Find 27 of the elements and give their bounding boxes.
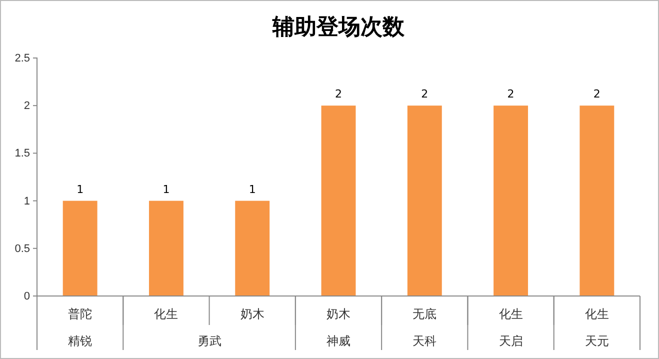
text: 神威: [326, 334, 350, 348]
x-tick-label: 奶木: [326, 307, 350, 321]
text: 精锐: [68, 334, 92, 348]
data-label: 2: [507, 88, 514, 101]
data-label: 1: [162, 182, 170, 196]
y-tick-label: 2.5: [14, 52, 30, 65]
x-tick-label: 普陀: [68, 307, 92, 321]
y-tick-label: 0.5: [14, 242, 30, 255]
x-tick-label: 化生: [498, 307, 523, 321]
x-tick-label: 奶木: [240, 307, 264, 321]
text: 天启: [498, 334, 523, 348]
text: 勇武: [197, 334, 222, 348]
data-label: 2: [421, 88, 428, 101]
data-label: 1: [76, 182, 84, 196]
y-tick-label: 0: [24, 290, 30, 303]
data-label: 2: [335, 88, 342, 101]
chart-title: 辅助登场次数: [272, 15, 406, 40]
x-tick-label: 无底: [412, 307, 437, 321]
y-tick-label: 1: [24, 195, 30, 208]
data-label: 1: [248, 182, 256, 196]
y-tick-label: 1.5: [14, 148, 30, 160]
x-tick-label: 化生: [584, 307, 609, 321]
y-tick-label: 2: [24, 100, 30, 112]
x-tick-label: 化生: [154, 307, 178, 321]
text: 天科: [412, 334, 437, 348]
data-label: 2: [593, 88, 600, 101]
text: 天元: [584, 334, 609, 348]
